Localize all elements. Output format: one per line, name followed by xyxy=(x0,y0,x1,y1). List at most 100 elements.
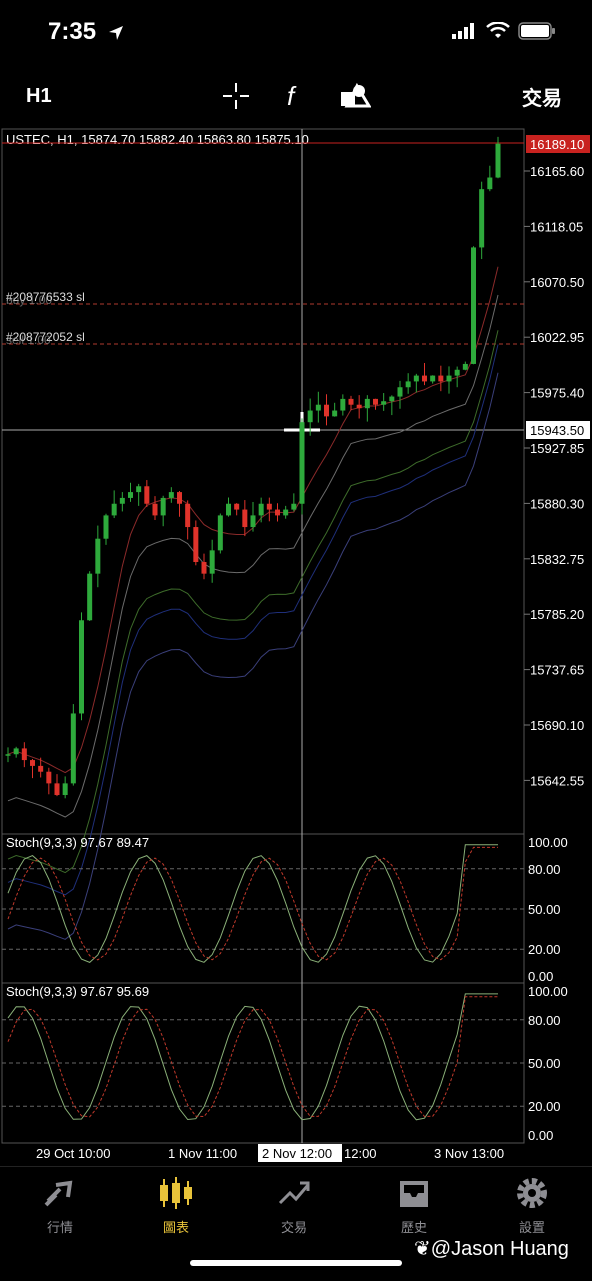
price-chart[interactable]: USTEC, H1, 15874.70 15882.40 15863.80 15… xyxy=(0,128,592,1164)
price-tick-label: 16022.95 xyxy=(530,330,584,345)
order-line-1-overlap: buy 1.00 xyxy=(6,293,52,307)
order-line-2-overlap: sell 1.00 xyxy=(6,333,51,347)
tab-trade[interactable]: 交易 xyxy=(244,1175,344,1236)
tab-history[interactable]: 歷史 xyxy=(364,1175,464,1236)
crosshair-icon xyxy=(223,83,249,109)
function-icon: f xyxy=(287,81,297,111)
candle-body xyxy=(266,503,272,510)
price-tick-label: 16070.50 xyxy=(530,275,584,290)
moving-average-line xyxy=(7,372,499,940)
stoch-tick-label: 80.00 xyxy=(528,1013,561,1028)
trade-button[interactable]: 交易 xyxy=(522,78,562,114)
candle-body xyxy=(177,492,182,504)
candle-body xyxy=(332,410,338,417)
candle-body xyxy=(381,401,387,405)
candle-body xyxy=(62,783,68,796)
candle-body xyxy=(5,754,11,756)
crosshair-time-text: 2 Nov 12:00 xyxy=(262,1146,332,1161)
location-arrow-icon xyxy=(108,25,123,40)
candle-body xyxy=(160,497,166,516)
price-tick-label: 16118.05 xyxy=(530,219,583,234)
watermark: ❦@Jason Huang xyxy=(414,1236,569,1261)
stoch-tick-label: 50.00 xyxy=(528,902,561,917)
wifi-icon xyxy=(486,22,510,38)
period-button[interactable]: H1 xyxy=(26,78,52,114)
candle-body xyxy=(234,503,240,510)
candle-body xyxy=(111,503,117,516)
stoch-tick-label: 20.00 xyxy=(528,1099,561,1114)
candle-body xyxy=(250,515,256,528)
candle-body xyxy=(128,492,133,498)
candle-body xyxy=(471,247,476,364)
candle-body xyxy=(38,765,44,772)
stoch-main-line xyxy=(7,993,498,1121)
objects-button[interactable] xyxy=(338,78,372,114)
candle-body xyxy=(258,503,264,516)
watermark-text: @Jason Huang xyxy=(430,1238,569,1260)
indicators-button[interactable]: f xyxy=(282,78,310,114)
time-tick-label: 3 Nov 13:00 xyxy=(434,1146,504,1161)
candle-body xyxy=(405,381,411,388)
candle-body xyxy=(46,771,52,784)
history-icon xyxy=(400,1181,428,1207)
tab-quotes[interactable]: 行情 xyxy=(10,1175,110,1236)
candle-body xyxy=(136,486,142,493)
price-tick-label: 15690.10 xyxy=(530,718,584,733)
crosshair-price-text: 15943.50 xyxy=(530,423,584,438)
tab-history-label: 歷史 xyxy=(400,1221,427,1236)
stoch-signal-line xyxy=(7,846,498,961)
status-icons xyxy=(452,22,556,40)
tab-settings[interactable]: 設置 xyxy=(482,1175,582,1236)
candle-body xyxy=(209,550,215,574)
current-price-tag xyxy=(526,135,590,153)
crosshair-button[interactable] xyxy=(220,78,252,114)
price-tick-label: 15785.20 xyxy=(530,607,584,622)
trade-icon xyxy=(278,1181,310,1205)
candle-body xyxy=(397,387,403,397)
stoch-signal-line xyxy=(7,996,498,1118)
candle-body xyxy=(242,509,248,528)
price-tick-label: 15880.30 xyxy=(530,496,584,511)
price-tick-label: 15642.55 xyxy=(530,773,584,788)
tab-chart-label: 圖表 xyxy=(162,1221,189,1236)
status-time: 7:35 xyxy=(48,18,125,46)
candle-body xyxy=(226,503,231,516)
candle-body xyxy=(103,515,109,539)
stoch2-lines xyxy=(7,993,498,1121)
candle-body xyxy=(144,486,150,504)
stoch-tick-label: 0.00 xyxy=(528,1128,553,1143)
moving-average-line xyxy=(7,344,499,896)
time-text: 7:35 xyxy=(48,18,97,45)
time-tick-label: 1 Nov 11:00 xyxy=(168,1146,237,1161)
trade-label: 交易 xyxy=(522,85,562,110)
time-tick-label: 12:00 xyxy=(344,1146,377,1161)
candle-body xyxy=(119,497,125,504)
status-bar: 7:35 xyxy=(0,0,592,70)
tab-quotes-label: 行情 xyxy=(46,1221,73,1236)
candle-body xyxy=(87,573,93,621)
candle-body xyxy=(54,783,60,796)
candle-body xyxy=(299,422,305,504)
tab-chart[interactable]: 圖表 xyxy=(126,1175,226,1236)
candle-body xyxy=(479,189,485,248)
stoch2-label: Stoch(9,3,3) 97.67 95.69 xyxy=(6,984,149,999)
chart-area[interactable]: USTEC, H1, 15874.70 15882.40 15863.80 15… xyxy=(0,128,592,1164)
price-tick-label: 15737.65 xyxy=(530,663,584,678)
stoch-tick-label: 100.00 xyxy=(528,984,568,999)
candle-body xyxy=(168,492,174,498)
candle-body xyxy=(193,527,199,563)
stoch-tick-label: 80.00 xyxy=(528,862,561,877)
tab-bar: 行情 圖表 交易 歷史 設置 xyxy=(0,1166,592,1281)
candle-body xyxy=(201,562,207,574)
candle-body xyxy=(152,503,158,516)
candle-body xyxy=(430,375,436,382)
stoch-tick-label: 100.00 xyxy=(528,835,568,850)
svg-text:f: f xyxy=(287,81,297,111)
current-price-text: 16189.10 xyxy=(530,137,584,152)
candle-body xyxy=(356,404,362,409)
settings-icon xyxy=(517,1178,547,1208)
candle-body xyxy=(364,398,370,409)
candle-body xyxy=(291,503,297,510)
weibo-icon: ❦ xyxy=(414,1238,431,1260)
stoch1-lines xyxy=(7,844,498,963)
